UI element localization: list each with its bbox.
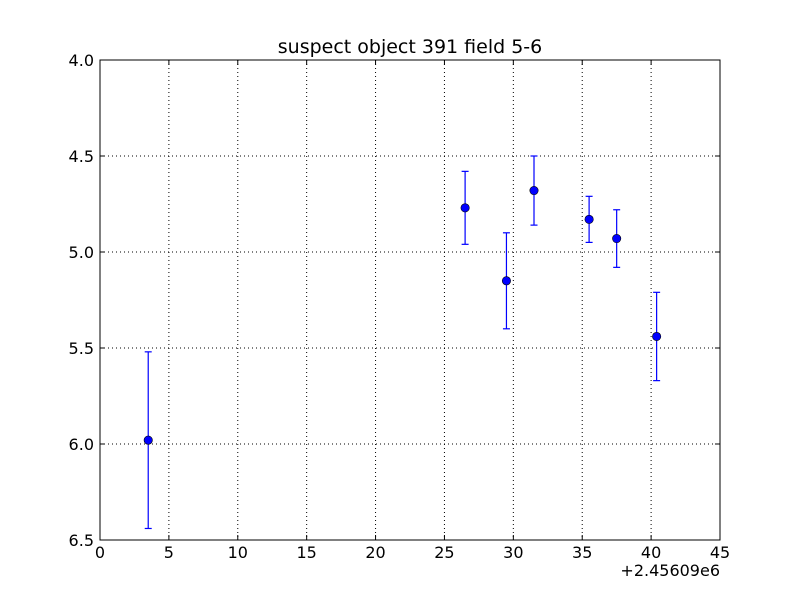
data-point	[501, 276, 511, 286]
x-tick-label: 25	[434, 543, 454, 562]
x-tick-label: 40	[641, 543, 661, 562]
data-point	[460, 203, 470, 213]
y-tick-label: 6.0	[69, 435, 94, 454]
y-tick-label: 4.5	[69, 147, 94, 166]
x-tick-label: 20	[365, 543, 385, 562]
y-tick-label: 5.0	[69, 243, 94, 262]
x-axis-offset-label: +2.45609e6	[620, 561, 720, 580]
data-point	[612, 234, 622, 244]
data-point	[584, 214, 594, 224]
y-tick-label: 5.5	[69, 339, 94, 358]
x-tick-label: 35	[572, 543, 592, 562]
x-tick-label: 5	[164, 543, 174, 562]
y-tick-label: 4.0	[69, 51, 94, 70]
data-series	[143, 155, 662, 530]
axes-border	[99, 59, 721, 541]
y-tick-labels: 4.0 4.5 5.0 5.5 6.0 6.5	[69, 51, 94, 550]
plot-area	[99, 59, 721, 541]
data-point	[529, 186, 539, 196]
data-point	[143, 435, 153, 445]
x-tick-label: 10	[228, 543, 248, 562]
x-tick-label: 15	[296, 543, 316, 562]
x-tick-label: 0	[95, 543, 105, 562]
x-tick-label: 30	[503, 543, 523, 562]
data-point	[652, 331, 662, 341]
x-tick-labels: 0 5 10 15 20 25 30 35 40 45	[95, 543, 730, 562]
x-tick-label: 45	[710, 543, 730, 562]
chart-title: suspect object 391 field 5-6	[278, 36, 543, 58]
y-tick-label: 6.5	[69, 531, 94, 550]
